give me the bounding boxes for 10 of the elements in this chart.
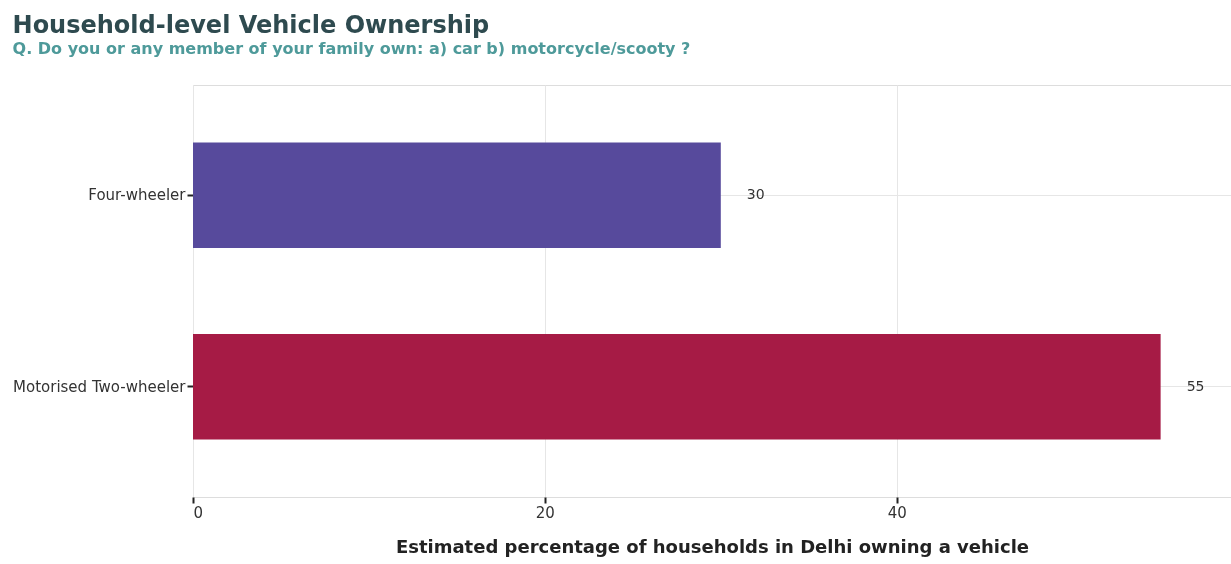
- data-label: 30: [746, 186, 765, 203]
- data-label: 55: [1186, 377, 1205, 394]
- x-tick-label: 20: [535, 503, 555, 522]
- x-axis-title: Estimated percentage of households in Delhi owning a vehicle: [395, 535, 1030, 557]
- chart-title: Household-level Vehicle Ownership: [12, 11, 490, 39]
- y-tick-label: Four-wheeler: [88, 186, 187, 205]
- chart-subtitle: Q. Do you or any member of your family own: a) car b) motorcycle/scooty ?: [12, 39, 691, 58]
- x-tick-label: 0: [193, 503, 204, 522]
- x-tick-label: 40: [887, 503, 907, 522]
- y-tick-label: Motorised Two-wheeler: [13, 377, 187, 396]
